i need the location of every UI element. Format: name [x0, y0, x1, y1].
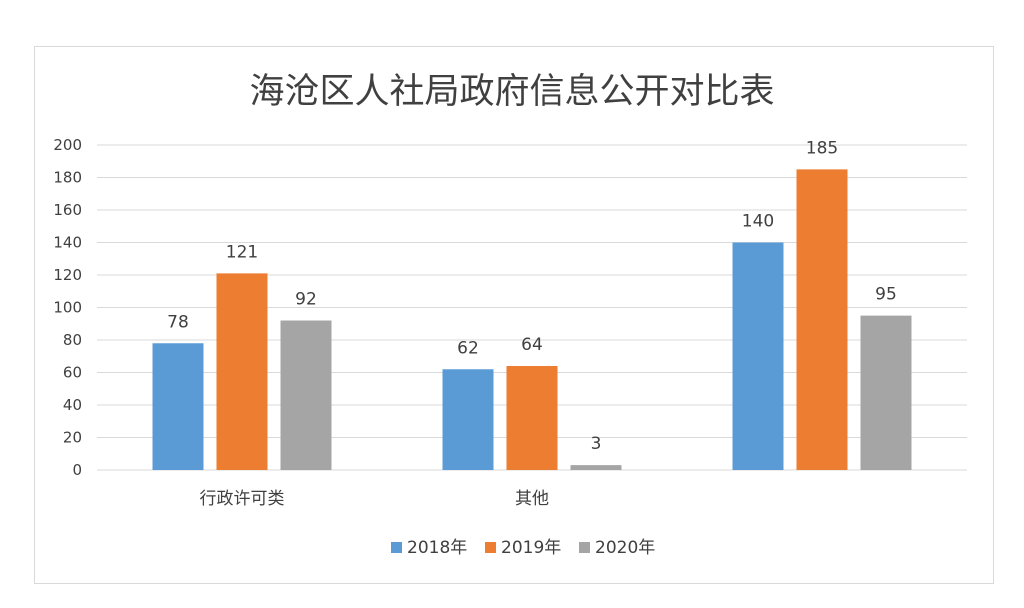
bars	[152, 169, 912, 470]
data-label-2-1: 185	[806, 138, 838, 158]
data-labels: 78 121 92 62 64 3 140 185 95	[167, 138, 897, 454]
data-label-2-0: 140	[742, 212, 774, 232]
y-tick-label-80: 80	[63, 331, 82, 349]
legend-label-2: 2020年	[595, 538, 655, 558]
x-tick-label-1: 其他	[515, 489, 549, 509]
bar-2-0	[732, 242, 784, 470]
bar-1-1	[506, 366, 558, 470]
data-label-0-1: 121	[226, 242, 258, 262]
y-tick-label-0: 0	[72, 461, 82, 479]
y-tick-label-160: 160	[53, 201, 82, 219]
legend-label-1: 2019年	[501, 538, 561, 558]
y-tick-label-200: 200	[53, 136, 82, 154]
data-label-2-2: 95	[875, 285, 897, 305]
bar-0-1	[216, 273, 268, 470]
bar-2-1	[796, 169, 848, 470]
bar-0-2	[280, 320, 332, 470]
legend-swatch-1	[485, 542, 496, 553]
y-tick-label-60: 60	[63, 364, 82, 382]
y-tick-label-140: 140	[53, 234, 82, 252]
legend-label-0: 2018年	[407, 538, 467, 558]
y-axis: 0 20 40 60 80 100 120 140 160 180 200	[53, 136, 82, 479]
bar-1-0	[442, 369, 494, 470]
x-tick-label-0: 行政许可类	[200, 489, 285, 509]
data-label-1-1: 64	[521, 335, 543, 355]
legend-swatch-2	[579, 542, 590, 553]
data-label-0-2: 92	[295, 290, 317, 310]
y-tick-label-20: 20	[63, 429, 82, 447]
legend: 2018年 2019年 2020年	[391, 538, 655, 558]
bar-1-2	[570, 465, 622, 470]
y-tick-label-120: 120	[53, 266, 82, 284]
legend-swatch-0	[391, 542, 402, 553]
data-label-0-0: 78	[167, 312, 189, 332]
bar-0-0	[152, 343, 204, 470]
bar-2-2	[860, 315, 912, 470]
x-axis: 行政许可类 其他	[200, 489, 550, 509]
chart-title: 海沧区人社局政府信息公开对比表	[249, 72, 774, 112]
data-label-1-0: 62	[457, 338, 479, 358]
data-label-1-2: 3	[591, 434, 602, 454]
y-tick-label-100: 100	[53, 299, 82, 317]
y-tick-label-40: 40	[63, 396, 82, 414]
y-tick-label-180: 180	[53, 169, 82, 187]
